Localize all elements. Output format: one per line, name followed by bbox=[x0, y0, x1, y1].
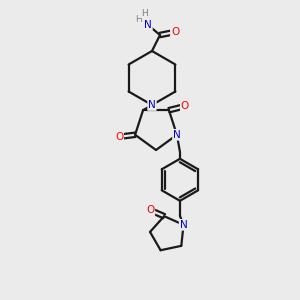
Text: H: H bbox=[142, 8, 148, 17]
Text: N: N bbox=[173, 130, 181, 140]
Text: N: N bbox=[180, 220, 188, 230]
Text: N: N bbox=[144, 20, 152, 30]
Text: N: N bbox=[148, 100, 156, 110]
Text: H: H bbox=[136, 16, 142, 25]
Text: O: O bbox=[115, 132, 123, 142]
Text: O: O bbox=[171, 27, 179, 37]
Text: O: O bbox=[146, 205, 154, 215]
Text: O: O bbox=[181, 101, 189, 111]
